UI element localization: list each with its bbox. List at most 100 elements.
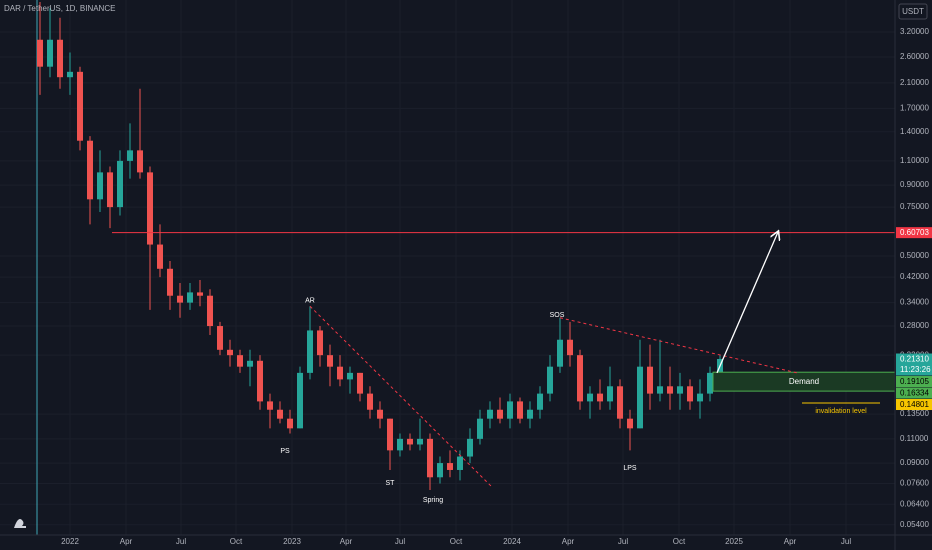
y-tick-label: 0.05400	[900, 520, 929, 529]
currency-box[interactable]	[898, 3, 928, 20]
y-tick-label: 3.20000	[900, 27, 929, 36]
candle-body	[237, 355, 243, 367]
projection-arrow	[716, 232, 778, 374]
candle-body	[307, 330, 313, 373]
candle-body	[247, 360, 253, 367]
y-tick-label: 0.75000	[900, 202, 929, 211]
candle-body	[527, 409, 533, 419]
candle-body	[217, 326, 223, 350]
candle-body	[707, 372, 713, 394]
candle-body	[277, 409, 283, 419]
symbol-title: DAR / TetherUS, 1D, BINANCE	[4, 4, 115, 13]
y-tick-label: 0.07600	[900, 479, 929, 488]
candle-body	[407, 438, 413, 445]
candle-body	[477, 418, 483, 439]
x-tick-label: 2023	[283, 537, 301, 546]
annotation: ST	[386, 480, 396, 487]
y-tick-label: 0.13500	[900, 409, 929, 418]
price-badge	[896, 376, 932, 388]
candle-body	[547, 366, 553, 394]
candle-body	[257, 360, 263, 402]
candle-body	[567, 339, 573, 356]
price-axis	[895, 0, 932, 550]
countdown: 11:23:26	[900, 365, 931, 374]
y-tick-label: 1.10000	[900, 156, 929, 165]
candle-body	[227, 349, 233, 356]
candle-body	[437, 463, 443, 478]
y-tick-label: 0.11000	[900, 434, 929, 443]
candle-body	[337, 366, 343, 380]
x-tick-label: Jul	[841, 537, 851, 546]
price-badge-label: 0.21310	[900, 354, 929, 363]
x-tick-label: Oct	[230, 537, 243, 546]
invalidation-label: invalidation level	[815, 408, 867, 415]
annotation: AR	[305, 298, 315, 305]
trendline	[559, 317, 798, 374]
candle-body	[537, 393, 543, 410]
candle-body	[57, 39, 63, 78]
candle-body	[607, 386, 613, 402]
x-tick-label: Oct	[450, 537, 463, 546]
candle-body	[457, 456, 463, 470]
candle-body	[287, 418, 293, 429]
demand-label: Demand	[789, 377, 819, 386]
candle-body	[137, 150, 143, 173]
candle-body	[697, 393, 703, 402]
candle-body	[177, 295, 183, 303]
candle-body	[97, 172, 103, 200]
price-badge-label: 0.16334	[900, 388, 929, 397]
price-badge-label: 0.14801	[900, 400, 929, 409]
candle-body	[367, 393, 373, 410]
candle-body	[107, 172, 113, 208]
candle-body	[197, 292, 203, 296]
candle-body	[347, 372, 353, 380]
y-tick-label: 0.50000	[900, 251, 929, 260]
candle-body	[577, 355, 583, 402]
y-tick-label: 0.34000	[900, 298, 929, 307]
price-badge	[896, 399, 932, 411]
candle-body	[297, 372, 303, 429]
candle-body	[207, 295, 213, 327]
candle-body	[397, 438, 403, 451]
candle-body	[187, 292, 193, 303]
candle-body	[637, 366, 643, 429]
annotation: Spring	[423, 497, 443, 504]
candle-body	[77, 71, 83, 141]
candle-body	[627, 418, 633, 429]
x-tick-label: Jul	[618, 537, 628, 546]
y-tick-label: 0.28000	[900, 321, 929, 330]
x-tick-label: 2025	[725, 537, 743, 546]
candle-body	[587, 393, 593, 402]
y-tick-label: 2.10000	[900, 78, 929, 87]
candle-body	[117, 160, 123, 208]
y-tick-label: 0.06400	[900, 499, 929, 508]
candle-body	[657, 386, 663, 394]
currency: USDT	[902, 7, 924, 16]
annotation: LPS	[623, 465, 637, 472]
x-tick-label: Apr	[340, 537, 353, 546]
candle-body	[67, 71, 73, 78]
x-tick-label: Apr	[784, 537, 797, 546]
logo[interactable]	[14, 519, 26, 528]
candle-body	[557, 339, 563, 367]
y-tick-label: 1.40000	[900, 127, 929, 136]
candle-body	[167, 268, 173, 296]
trendline	[309, 305, 493, 488]
annotation: SOS	[550, 312, 565, 319]
candle-body	[327, 355, 333, 367]
candle-body	[267, 401, 273, 410]
candle-body	[687, 386, 693, 402]
candle-body	[517, 401, 523, 419]
annotation: PS	[280, 448, 290, 455]
x-tick-label: Apr	[120, 537, 133, 546]
price-badge	[896, 227, 932, 239]
candle-body	[667, 386, 673, 394]
candle-body	[417, 438, 423, 445]
candle-body	[387, 418, 393, 451]
x-tick-label: Apr	[562, 537, 575, 546]
y-tick-label: 0.09000	[900, 458, 929, 467]
candle-body	[87, 140, 93, 200]
candle-body	[497, 409, 503, 419]
